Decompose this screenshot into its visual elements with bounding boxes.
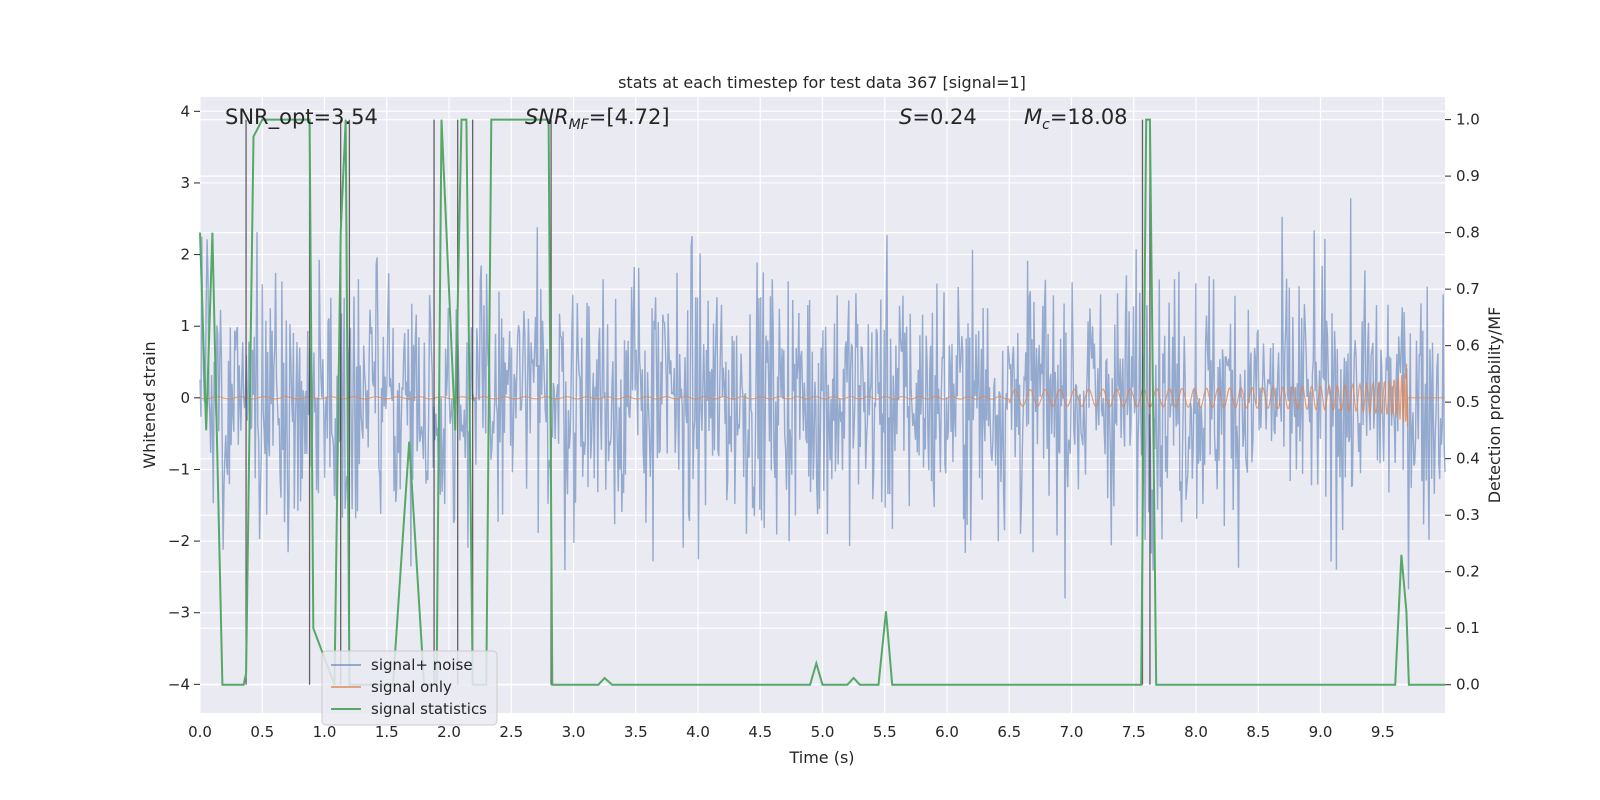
signal-only-line [199, 363, 1445, 427]
x-tick-label: 6.5 [997, 723, 1021, 741]
signal-noise-series [199, 198, 1446, 599]
x-tick-label: 2.0 [437, 723, 461, 741]
signal-noise-line [199, 198, 1446, 599]
annotation-snr-mf: SNRMF=[4.72] [525, 105, 670, 133]
legend: signal+ noise signal only signal statist… [321, 650, 498, 726]
x-tick-label: 1.5 [375, 723, 399, 741]
y2-tick-label: 0.7 [1456, 280, 1480, 298]
y2-tick-label: 0.8 [1456, 224, 1480, 242]
signal-only-series [199, 363, 1445, 427]
y-axis-label: Whitened strain [140, 341, 159, 468]
x-tick-label: 8.0 [1184, 723, 1208, 741]
legend-label-signal-statistics: signal statistics [371, 700, 487, 718]
legend-label-signal-noise: signal+ noise [371, 656, 473, 674]
y-tick-label: 2 [180, 246, 190, 264]
x-tick-label: 2.5 [499, 723, 523, 741]
y-axis-ticks: 4 3 2 1 0 −1 −2 −3 −4 [168, 102, 200, 693]
x-tick-label: 9.5 [1371, 723, 1395, 741]
chart-title: stats at each timestep for test data 367… [618, 73, 1026, 92]
y-tick-label: −2 [168, 532, 190, 550]
y2-tick-label: 0.4 [1456, 450, 1480, 468]
y2-tick-label: 0.0 [1456, 676, 1480, 694]
x-tick-label: 0.5 [250, 723, 274, 741]
x-tick-label: 9.0 [1309, 723, 1333, 741]
y2-axis-ticks: 1.0 0.9 0.8 0.7 0.6 0.5 0.4 0.3 0.2 0.1 0.0 [1445, 111, 1480, 694]
y-tick-label: 0 [180, 389, 190, 407]
y2-tick-label: 0.6 [1456, 337, 1480, 355]
x-tick-label: 4.0 [686, 723, 710, 741]
x-tick-label: 3.5 [624, 723, 648, 741]
x-tick-label: 6.0 [935, 723, 959, 741]
legend-box [321, 650, 498, 726]
x-axis-label: Time (s) [788, 748, 854, 767]
x-axis-ticks: 0.0 0.5 1.0 1.5 2.0 2.5 3.0 3.5 4.0 4.5 5.0 5.5 6.0 6… [188, 723, 1395, 741]
x-tick-label: 8.5 [1246, 723, 1270, 741]
x-tick-label: 5.0 [811, 723, 835, 741]
y2-tick-label: 0.1 [1456, 619, 1480, 637]
x-tick-label: 7.5 [1122, 723, 1146, 741]
x-tick-label: 3.0 [562, 723, 586, 741]
y2-tick-label: 0.5 [1456, 393, 1480, 411]
y2-tick-label: 0.2 [1456, 563, 1480, 581]
y-tick-label: 3 [180, 174, 190, 192]
y2-tick-label: 0.3 [1456, 506, 1480, 524]
y-tick-label: −4 [168, 675, 190, 693]
x-tick-label: 1.0 [313, 723, 337, 741]
y2-tick-label: 1.0 [1456, 111, 1480, 129]
annotation-snr-opt: SNR_opt=3.54 [225, 105, 378, 130]
x-tick-label: 4.5 [748, 723, 772, 741]
annotation-s: S=0.24 [899, 105, 977, 129]
y2-tick-label: 0.9 [1456, 167, 1480, 185]
y-tick-label: −3 [168, 604, 190, 622]
x-tick-label: 5.5 [873, 723, 897, 741]
y-tick-label: 4 [180, 102, 190, 120]
y-tick-label: −1 [168, 460, 190, 478]
x-tick-label: 0.0 [188, 723, 212, 741]
legend-label-signal-only: signal only [371, 678, 452, 696]
y2-axis-label: Detection probability/MF [1485, 307, 1504, 504]
x-tick-label: 7.0 [1060, 723, 1084, 741]
annotation-mc: Mc=18.08 [1024, 105, 1128, 133]
y-tick-label: 1 [180, 317, 190, 335]
